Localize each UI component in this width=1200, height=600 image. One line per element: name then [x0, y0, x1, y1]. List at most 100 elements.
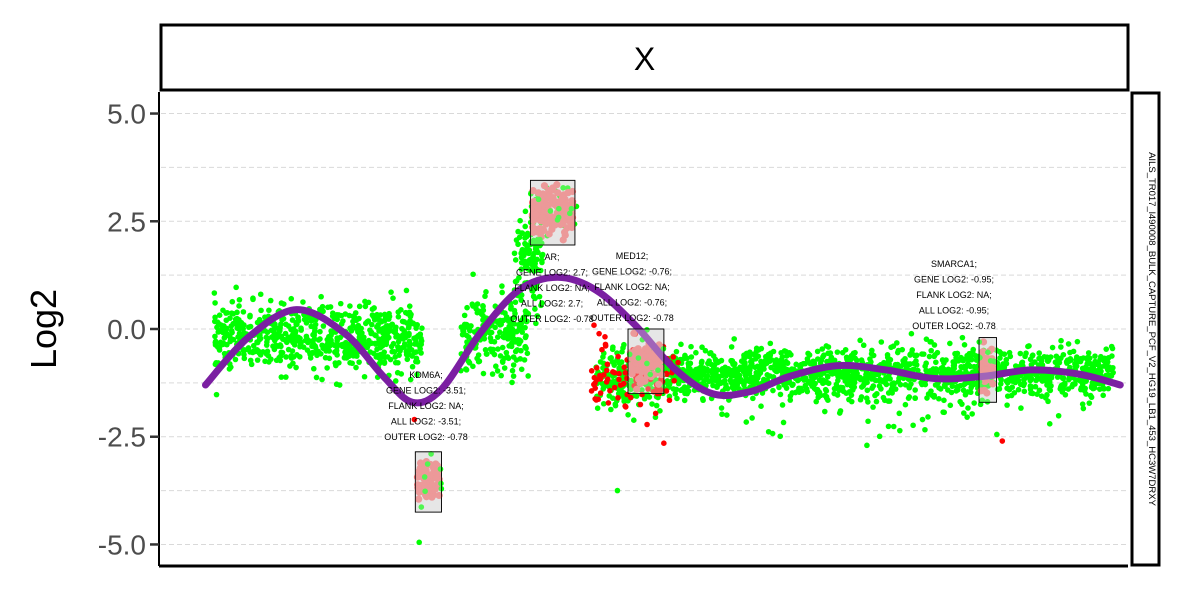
- data-point: [932, 382, 939, 388]
- data-point: [422, 493, 431, 501]
- data-point: [1034, 391, 1040, 398]
- data-point: [483, 351, 490, 357]
- data-point: [779, 402, 786, 408]
- data-point: [350, 323, 356, 329]
- data-point: [512, 310, 518, 317]
- data-point: [522, 208, 529, 215]
- data-point: [905, 395, 912, 401]
- data-point: [568, 187, 577, 196]
- data-point: [858, 357, 865, 363]
- data-point: [892, 361, 899, 368]
- data-point: [647, 371, 654, 378]
- data-point: [1017, 350, 1024, 357]
- y-tick-label: 0.0: [107, 314, 146, 345]
- data-point: [505, 336, 511, 342]
- data-point: [337, 300, 344, 307]
- data-point: [672, 391, 679, 397]
- data-point: [419, 325, 425, 331]
- data-point: [678, 387, 684, 394]
- data-point: [818, 357, 825, 364]
- data-point: [674, 395, 680, 402]
- data-point: [337, 334, 344, 341]
- data-point: [315, 337, 322, 343]
- data-point: [224, 309, 231, 316]
- data-point: [499, 283, 505, 289]
- data-point: [639, 391, 645, 398]
- gene-annotation-line: OUTER LOG2: -0.78: [912, 321, 996, 331]
- data-point: [406, 343, 413, 349]
- data-point: [537, 236, 543, 243]
- data-point: [263, 342, 270, 348]
- data-point: [997, 381, 1004, 387]
- data-point: [281, 301, 287, 307]
- data-point: [994, 431, 1000, 438]
- data-point: [368, 321, 375, 328]
- data-point: [476, 358, 483, 365]
- data-point: [311, 330, 317, 337]
- data-point: [610, 344, 616, 350]
- data-point: [414, 473, 422, 481]
- data-point: [540, 182, 549, 190]
- data-point: [1096, 386, 1103, 392]
- data-point: [1079, 401, 1086, 407]
- data-point: [512, 339, 519, 345]
- data-point: [221, 350, 228, 357]
- data-point: [555, 198, 563, 206]
- data-point: [407, 376, 414, 383]
- data-point: [418, 350, 424, 356]
- data-point: [395, 338, 402, 345]
- data-point: [684, 390, 690, 397]
- data-point: [345, 350, 352, 356]
- data-point: [1094, 368, 1100, 374]
- data-point: [487, 335, 494, 341]
- data-point: [1054, 374, 1061, 380]
- data-point: [297, 335, 303, 342]
- data-point: [637, 401, 644, 408]
- data-point: [806, 352, 813, 358]
- data-point: [1039, 372, 1046, 379]
- data-point: [233, 321, 240, 327]
- data-point: [278, 321, 284, 328]
- data-point: [520, 314, 527, 321]
- data-point: [825, 397, 831, 403]
- data-point: [961, 341, 968, 348]
- data-point: [1092, 353, 1098, 359]
- data-point: [234, 309, 240, 316]
- data-point: [254, 339, 261, 346]
- data-point: [813, 398, 820, 405]
- data-point: [333, 362, 339, 369]
- data-point: [805, 378, 812, 385]
- data-point: [1057, 384, 1064, 390]
- data-point: [257, 291, 264, 298]
- data-point: [892, 386, 899, 392]
- data-point: [767, 340, 774, 347]
- data-point: [831, 357, 838, 364]
- data-point: [1006, 349, 1013, 356]
- data-point: [466, 359, 473, 366]
- data-point: [902, 401, 909, 408]
- data-point: [870, 383, 877, 389]
- data-point: [608, 406, 614, 413]
- data-point: [619, 348, 625, 355]
- data-point: [500, 333, 506, 340]
- data-point: [250, 342, 257, 349]
- data-point: [947, 340, 953, 347]
- data-point: [731, 361, 738, 367]
- data-point: [512, 299, 519, 306]
- data-point: [654, 386, 660, 393]
- data-point: [1001, 351, 1008, 357]
- data-point: [666, 393, 673, 400]
- data-point: [860, 342, 867, 349]
- data-point: [924, 395, 930, 401]
- data-point: [847, 356, 854, 363]
- data-point: [641, 395, 648, 402]
- data-point: [518, 254, 525, 261]
- data-point: [770, 387, 776, 394]
- data-point: [953, 388, 960, 394]
- data-point: [864, 379, 870, 386]
- data-point: [969, 411, 975, 417]
- data-point: [236, 303, 242, 309]
- data-point: [263, 334, 270, 341]
- data-point: [501, 365, 508, 371]
- data-point: [220, 340, 227, 347]
